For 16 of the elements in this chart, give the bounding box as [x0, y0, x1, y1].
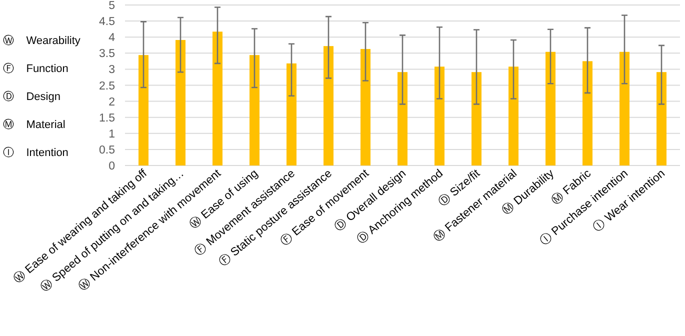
- text: Ⓕ Function: [3, 62, 68, 75]
- text: Ⓦ Wearability: [3, 34, 81, 47]
- text: Ⓘ Intention: [3, 146, 68, 159]
- y-tick-label: 0.5: [99, 144, 115, 156]
- y-tick-label: 2: [108, 96, 115, 108]
- y-tick-label: 3.5: [99, 48, 115, 60]
- y-tick-label: 4.5: [99, 16, 115, 28]
- y-tick-label: 1: [108, 128, 115, 140]
- text: Ⓜ Material: [3, 118, 66, 131]
- y-tick-label: 1.5: [99, 112, 115, 124]
- y-tick-label: 5: [108, 0, 115, 12]
- y-tick-label: 0: [108, 160, 115, 172]
- y-tick-label: 4: [108, 32, 116, 44]
- y-tick-label: 3: [108, 64, 115, 76]
- y-tick-label: 2.5: [99, 80, 115, 92]
- text: Ⓓ Design: [3, 90, 60, 103]
